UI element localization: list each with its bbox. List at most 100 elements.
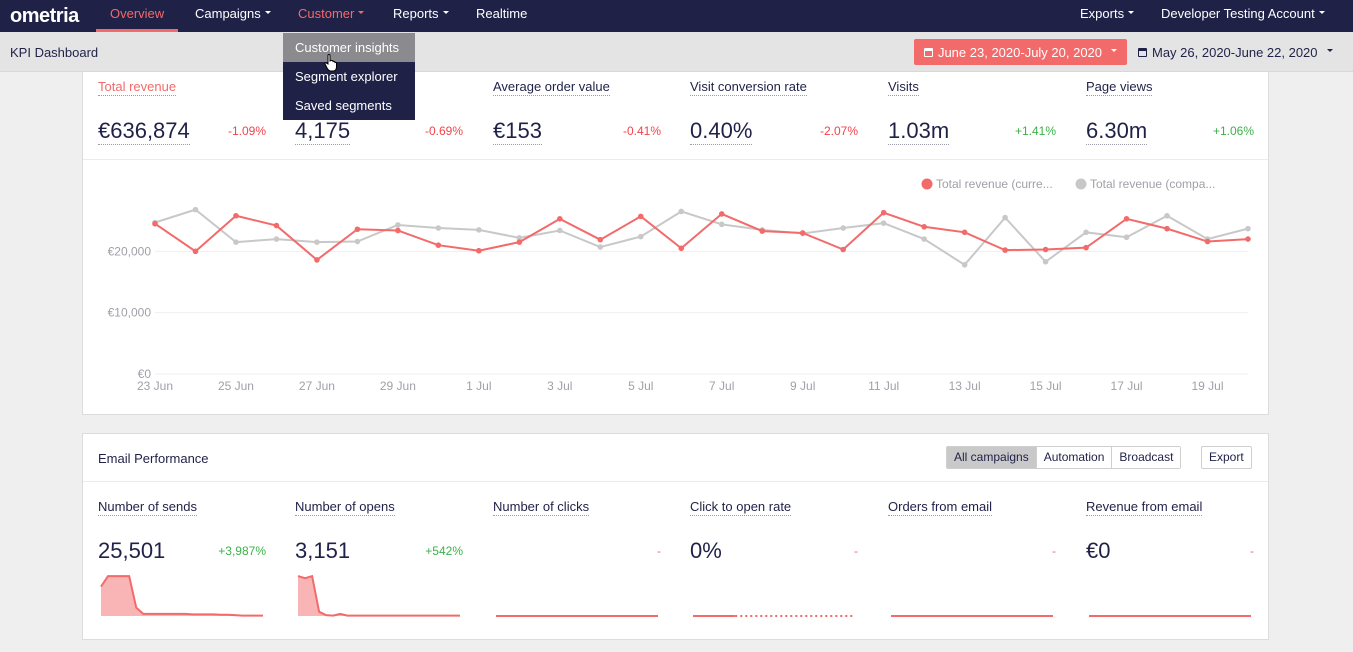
calendar-icon [1138,47,1147,57]
data-point-current[interactable] [395,227,401,234]
x-tick-label: 29 Jun [380,379,416,393]
data-point-current[interactable] [921,224,927,230]
data-point-current[interactable] [1123,216,1130,222]
kpi-change: +1.06% [1212,124,1254,138]
data-point-compare[interactable] [1245,225,1251,232]
data-point-compare[interactable] [557,227,563,234]
sparkline-line [297,574,460,617]
data-point-current[interactable] [435,242,442,248]
kpi-value: 4,175 [295,118,351,145]
kpi-label: Visit conversion rate [690,79,807,96]
kpi-tile[interactable]: 4,175 -0.69% [295,78,463,145]
data-point-compare[interactable] [192,206,199,213]
data-point-compare[interactable] [476,227,482,233]
data-point-compare[interactable] [880,220,887,226]
data-point-compare[interactable] [516,235,523,241]
date-range-current-label: June 23, 2020-July 20, 2020 [937,44,1103,60]
data-point-compare[interactable] [354,238,361,245]
date-range-current-button[interactable]: June 23, 2020-July 20, 2020 [914,39,1127,65]
nav-reports[interactable]: Reports [393,0,449,32]
nav-realtime[interactable]: Realtime [476,0,527,32]
menu-item-segment-explorer[interactable]: Segment explorer [295,69,398,84]
data-point-current[interactable] [880,209,887,216]
data-point-compare[interactable] [718,221,725,228]
data-point-compare[interactable] [233,239,239,245]
email-kpi-tile: Number of opens 3,151 +542% [295,498,463,618]
data-point-current[interactable] [516,239,523,245]
data-point-current[interactable] [1204,238,1211,245]
email-kpi-tile: Orders from email - [888,498,1056,618]
data-point-current[interactable] [476,247,482,254]
y-tick-label: €20,000 [108,244,152,258]
email-kpi-change: - [854,544,858,558]
data-point-compare[interactable] [1123,234,1130,241]
sparkline-area [101,576,263,616]
data-point-current[interactable] [314,257,320,263]
nav-reports-label: Reports [393,6,439,21]
data-point-compare[interactable] [273,236,280,242]
data-point-current[interactable] [597,236,604,243]
legend-swatch[interactable] [1075,178,1087,190]
nav-overview[interactable]: Overview [95,0,179,32]
data-point-compare[interactable] [678,208,685,215]
data-point-compare[interactable] [435,225,442,231]
data-point-current[interactable] [152,220,158,227]
legend-label[interactable]: Total revenue (curre... [936,177,1053,191]
legend-swatch[interactable] [921,178,933,190]
kpi-tile[interactable]: Page views 6.30m +1.06% [1086,78,1254,145]
data-point-compare[interactable] [1164,212,1170,219]
export-button[interactable]: Export [1201,446,1252,469]
nav-exports[interactable]: Exports [1080,0,1135,32]
data-point-current[interactable] [233,212,239,219]
data-point-current[interactable] [718,211,725,217]
data-point-current[interactable] [273,222,280,229]
data-point-current[interactable] [1245,236,1251,242]
data-point-current[interactable] [1164,225,1170,232]
data-point-current[interactable] [961,229,968,236]
filter-broadcast[interactable]: Broadcast [1111,447,1181,468]
data-point-current[interactable] [1042,246,1049,253]
data-point-compare[interactable] [637,233,644,240]
data-point-current[interactable] [799,230,806,236]
nav-account[interactable]: Developer Testing Account [1161,0,1325,32]
data-point-compare[interactable] [314,239,320,245]
data-point-current[interactable] [557,216,563,222]
date-range-compare-button[interactable]: May 26, 2020-June 22, 2020 [1138,39,1333,65]
data-point-current[interactable] [840,246,846,253]
kpi-change: -1.09% [227,124,266,138]
data-point-current[interactable] [192,248,199,255]
data-point-current[interactable] [354,226,361,233]
menu-item-customer-insights[interactable]: Customer insights [283,33,415,62]
filter-all-campaigns[interactable]: All campaigns [947,447,1036,468]
email-kpi-label: Revenue from email [1086,499,1203,516]
data-point-current[interactable] [759,228,766,234]
data-point-compare[interactable] [840,225,846,231]
legend-label[interactable]: Total revenue (compa... [1090,177,1215,191]
kpi-tile[interactable]: Total revenue €636,874 -1.09% [98,78,266,145]
email-section-title: Email Performance [98,451,209,466]
nav-customer[interactable]: Customer [298,0,365,32]
filter-automation[interactable]: Automation [1035,447,1112,468]
ometria-logo[interactable]: ometria [10,4,79,28]
kpi-tile[interactable]: Average order value €153 -0.41% [493,78,661,145]
data-point-current[interactable] [637,213,644,220]
kpi-tile[interactable]: Visits 1.03m +1.41% [888,78,1056,145]
x-tick-label: 1 Jul [466,379,491,393]
data-point-current[interactable] [1083,244,1089,251]
kpi-tile[interactable]: Visit conversion rate 0.40% -2.07% [690,78,858,145]
chevron-down-icon [1111,48,1118,52]
data-point-current[interactable] [1002,247,1008,253]
data-point-compare[interactable] [961,262,968,268]
sparkline [1089,615,1251,617]
data-point-compare[interactable] [395,222,401,228]
kpi-value: 6.30m [1086,118,1148,145]
data-point-compare[interactable] [1002,214,1008,221]
data-point-compare[interactable] [597,244,604,250]
nav-campaigns[interactable]: Campaigns [195,0,271,32]
data-point-current[interactable] [678,245,685,252]
menu-item-saved-segments[interactable]: Saved segments [295,98,392,113]
data-point-compare[interactable] [921,236,927,242]
data-point-compare[interactable] [1042,258,1049,265]
logo-text: ometria [10,4,79,27]
data-point-compare[interactable] [1083,229,1089,236]
